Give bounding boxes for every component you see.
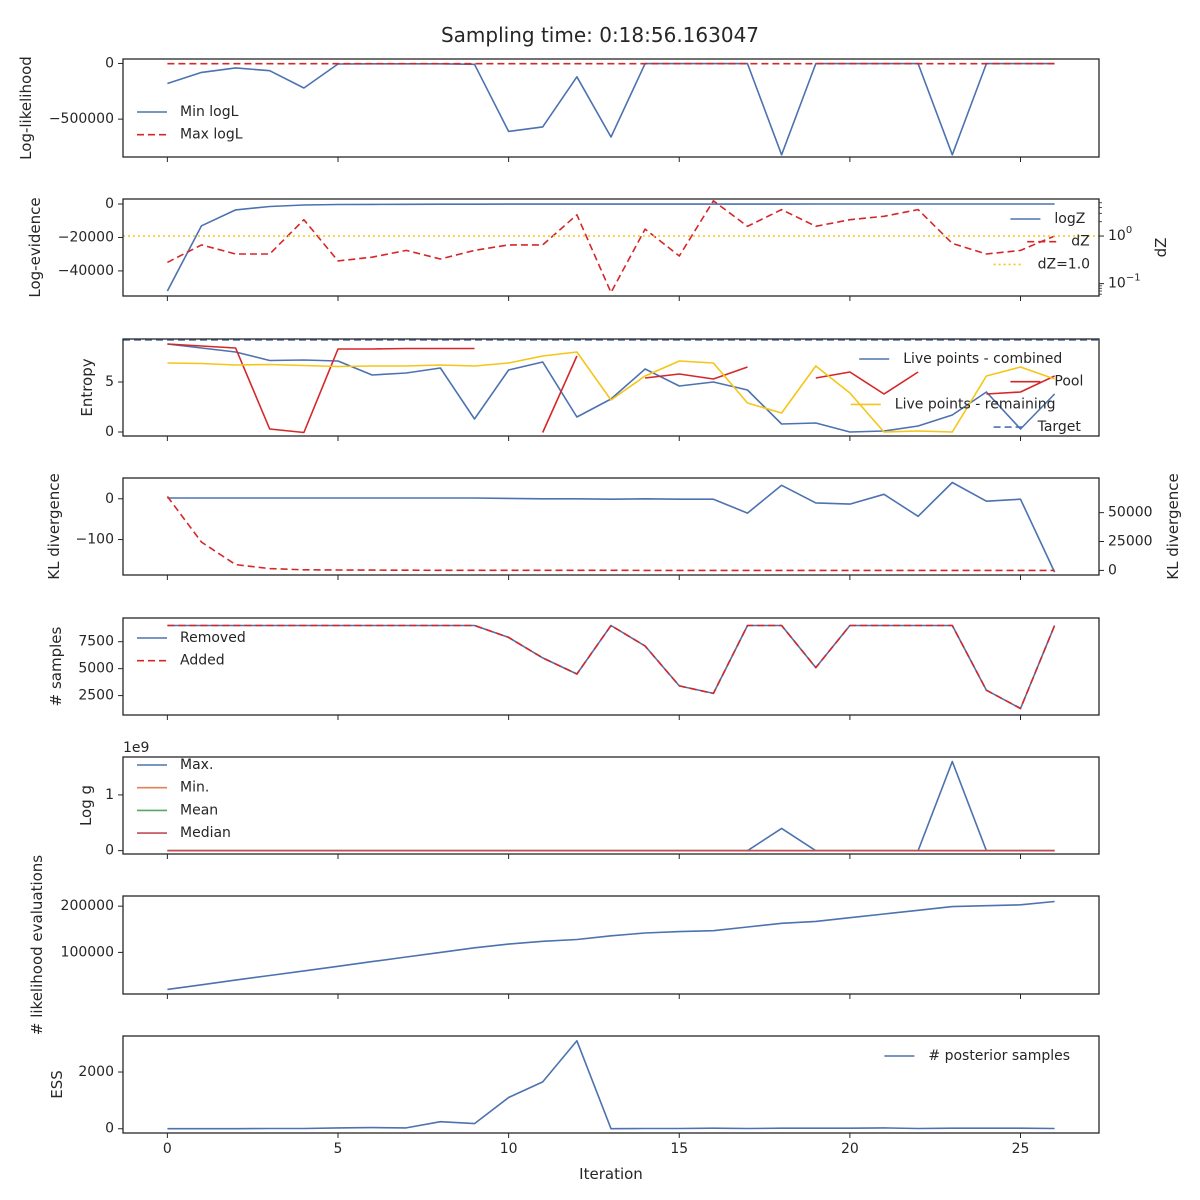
legend: # posterior samples [884,1048,1070,1064]
y-tick-label: 0 [105,424,114,440]
y-axis-label: Entropy [78,358,96,416]
axes-frame [122,1035,1100,1134]
y-tick-label: −100 [76,532,114,548]
legend: Live points - combined Pool Live points - … [850,351,1083,435]
panels: 0 −500000 Log-likelihood Min logL Max logL 0 −… [17,55,1182,1157]
axes-frame [122,58,1100,158]
x-tick-label: 25 [1012,1141,1030,1157]
x-tick-label: 15 [670,1141,688,1157]
panel-5: 2500 5000 7500 # samples Removed Added [47,617,1100,720]
y-axis-label: Log-likelihood [17,56,35,160]
legend-label: Max. [180,757,213,773]
axes-frame [122,198,1100,297]
panel-2: 0 −20000 −40000 100 10−1 Log-evidence dZ logZ dZ… [26,196,1170,301]
axes-frame [122,756,1100,855]
y-tick-label: −500000 [49,111,114,127]
axes-frame [122,895,1100,995]
legend-label: Live points - remaining [895,396,1056,412]
x-tick-label: 0 [163,1141,172,1157]
y2-tick-label: 100 [1108,225,1132,244]
y-axis-label: # likelihood evaluations [28,855,46,1035]
axes-frame [122,338,1100,437]
y-axis-label: Log g [77,785,95,826]
y2-tick-label: 0 [1108,562,1117,578]
y-axis-label: # samples [47,626,65,706]
y-tick-label: 0 [105,55,114,71]
legend-label: Min logL [180,104,239,120]
legend: Max. Min. Mean Median [137,757,231,841]
legend-label: Removed [180,630,246,646]
y-tick-label: 2500 [78,688,114,704]
axes-frame [122,617,1100,716]
y-tick-label: 0 [105,843,114,859]
legend-label: Max logL [180,127,243,143]
y-tick-label: 0 [105,1121,114,1137]
legend-label: Live points - combined [903,351,1062,367]
y-tick-label: 1 [105,787,114,803]
legend: logZ dZ dZ=1.0 [993,211,1090,272]
series-line-added [167,624,1056,710]
panel-1: 0 −500000 Log-likelihood Min logL Max logL [17,55,1100,162]
series-line-logz [166,203,1055,292]
panel-4: 0 −100 0 25000 50000 KL divergence KL divergen… [45,473,1182,580]
legend-label: Target [1037,419,1082,435]
legend-label: Added [180,653,225,669]
y-tick-label: −40000 [58,263,114,279]
series-line-live-points-remaining [167,351,1055,433]
y-axis-label: ESS [48,1070,66,1099]
y-tick-label: 5 [105,374,114,390]
legend-label: Median [180,825,231,841]
axes-frame [122,477,1100,576]
y2-tick-label: 25000 [1108,534,1153,550]
legend-label: # posterior samples [928,1048,1070,1064]
y-tick-label: 2000 [78,1064,114,1080]
y-axis-label: KL divergence [45,473,63,579]
panel-7: 100000 200000 # likelihood evaluations [28,855,1100,1035]
y2-tick-label: 50000 [1108,505,1153,521]
legend-label: dZ=1.0 [1038,256,1090,272]
y2-axis-label: dZ [1152,238,1170,258]
legend: Removed Added [137,630,246,669]
legend-label: Pool [1054,374,1083,390]
y-axis-label: Log-evidence [26,197,44,297]
y2-axis-label: KL divergence [1164,473,1182,579]
legend-label: Mean [180,802,218,818]
y-scale-label: 1e9 [123,740,149,756]
series-line-2 [166,496,1055,572]
y-tick-label: 7500 [78,634,114,650]
y-tick-label: 200000 [61,898,114,914]
x-tick-label: 5 [334,1141,343,1157]
legend-label: Min. [180,780,209,796]
series-line-pool [167,343,1055,434]
y-tick-label: 0 [105,491,114,507]
y-tick-label: 0 [105,196,114,212]
y-tick-label: 5000 [78,661,114,677]
legend-label: dZ [1071,234,1089,250]
panel-6: 0 1 Log g 1e9 Max. Min. Mean Median [77,740,1100,859]
y-tick-label: 100000 [61,944,114,960]
y2-tick-label: 10−1 [1108,273,1141,292]
y-tick-label: −20000 [58,229,114,245]
series-line-posterior-samples [167,1040,1055,1130]
x-tick-label: 20 [841,1141,859,1157]
figure-title: Sampling time: 0:18:56.163047 [441,23,759,47]
legend-label: logZ [1054,211,1085,227]
x-tick-label: 10 [500,1141,518,1157]
series-line-dz [167,200,1055,294]
series-line-1 [167,900,1055,991]
series-line-1 [167,481,1056,573]
x-axis-label: Iteration [579,1165,643,1183]
legend: Min logL Max logL [137,104,243,143]
panel-8: 0 2000 0 5 10 15 20 25 ESS # posterior samples [48,1035,1100,1157]
